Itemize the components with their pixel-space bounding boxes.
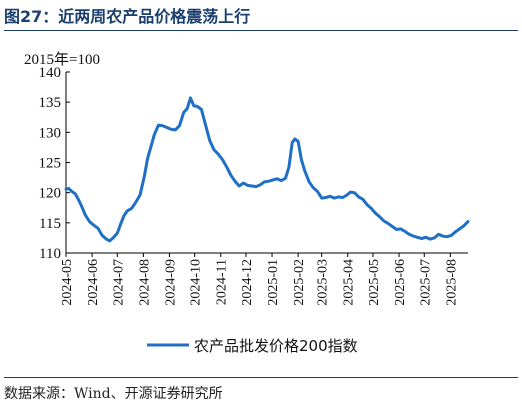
series-layer (64, 96, 470, 243)
x-axis-ticks: 2024-05 2024-06 2024-07 2024-08 2024-09 2024-… (60, 253, 459, 306)
y-tick-label: 130 (39, 125, 62, 141)
x-tick-label: 2025-07 (418, 259, 433, 306)
x-tick-label: 2025-06 (393, 259, 408, 306)
x-tick-label: 2024-09 (163, 259, 178, 306)
title-rule (4, 30, 518, 31)
y-axis-ticks: 110 115 120 125 130 135 140 (39, 65, 70, 262)
x-tick-label: 2024-08 (137, 259, 152, 306)
x-tick-label: 2025-01 (266, 259, 281, 306)
footer-rule (4, 377, 518, 378)
x-tick-label: 2024-07 (111, 259, 126, 306)
x-tick-label: 2024-10 (189, 259, 204, 306)
x-tick-label: 2024-05 (60, 259, 75, 306)
x-tick-label: 2025-08 (444, 259, 459, 306)
x-tick-label: 2025-02 (292, 259, 307, 306)
y-tick-label: 125 (39, 156, 62, 172)
y-tick-label: 120 (39, 186, 62, 202)
series-line (64, 96, 470, 243)
x-tick-label: 2024-12 (240, 259, 255, 306)
y-unit-label: 2015年=100 (24, 51, 100, 68)
x-tick-label: 2025-04 (342, 259, 357, 306)
x-tick-label: 2025-03 (316, 259, 331, 306)
legend: 农产品批发价格200指数 (147, 337, 358, 355)
x-tick-label: 2024-11 (215, 259, 230, 305)
x-tick-label: 2025-05 (367, 259, 382, 306)
y-tick-label: 110 (39, 246, 61, 262)
legend-label: 农产品批发价格200指数 (194, 337, 358, 355)
figure-title: 图27：近两周农产品价格震荡上行 (4, 7, 251, 26)
y-tick-label: 115 (39, 216, 61, 232)
source-note: 数据来源：Wind、开源证券研究所 (4, 386, 223, 402)
x-tick-label: 2024-06 (86, 259, 101, 306)
y-tick-label: 135 (39, 95, 62, 111)
y-tick-label: 140 (39, 65, 62, 81)
